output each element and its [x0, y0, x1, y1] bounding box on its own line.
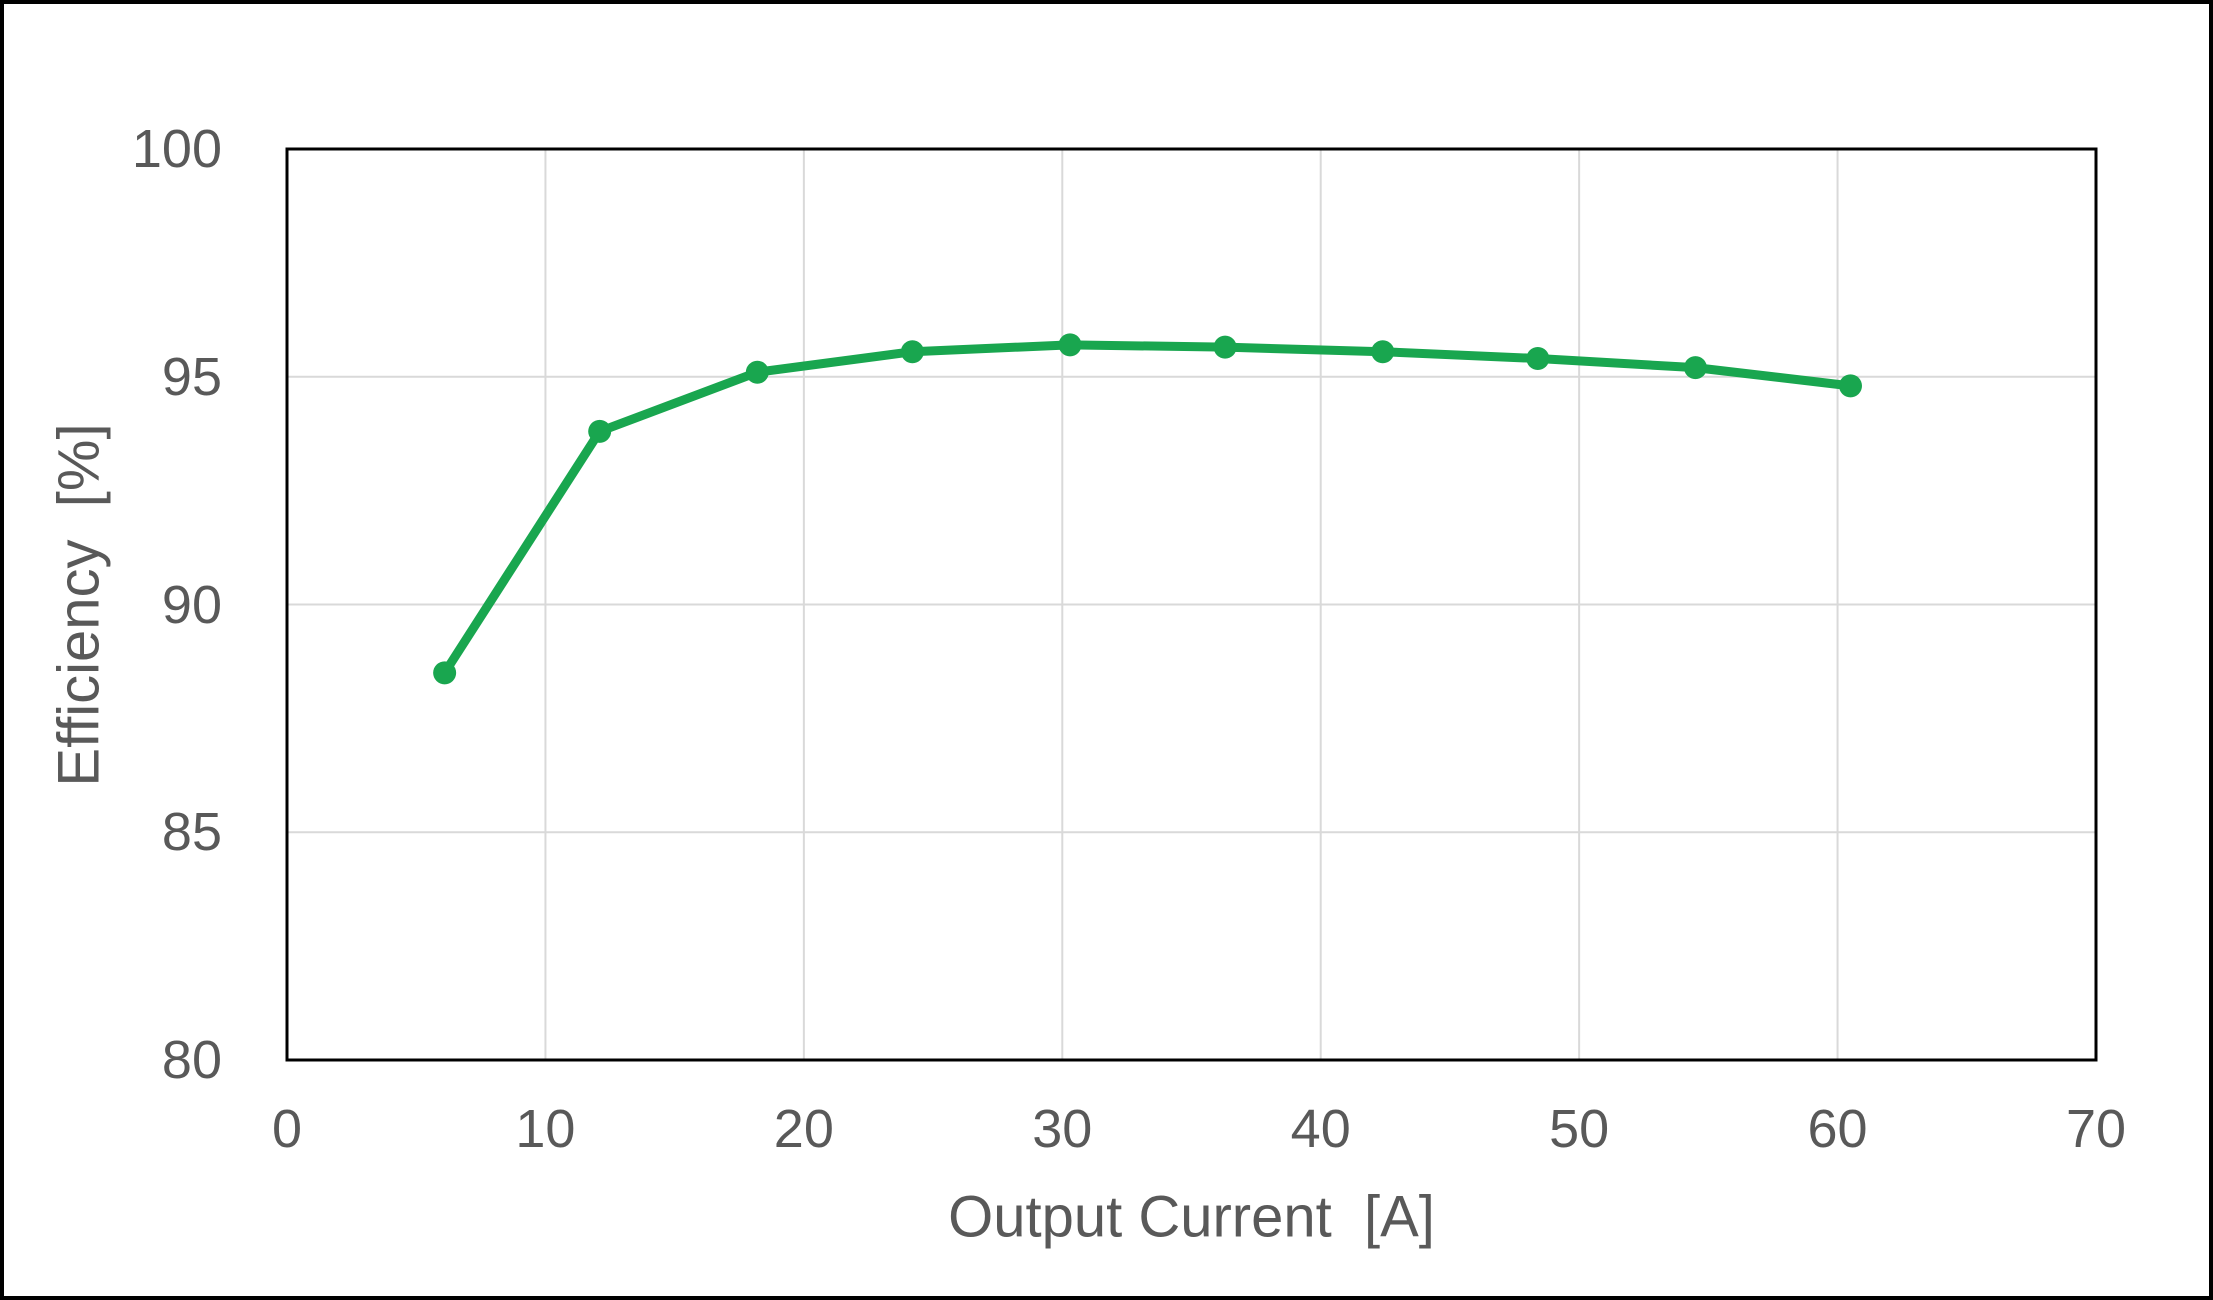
data-point-marker	[1526, 347, 1550, 371]
data-point-marker	[1213, 335, 1237, 359]
x-tick-label: 70	[2065, 1099, 2127, 1159]
data-point-marker	[900, 340, 924, 364]
data-point-marker	[433, 661, 457, 685]
x-tick-label: 50	[1549, 1099, 1610, 1159]
gridlines	[287, 149, 2096, 1060]
y-tick-label: 85	[161, 802, 222, 863]
data-point-marker	[1683, 356, 1707, 380]
x-axis-title: Output Current [A]	[948, 1184, 1435, 1250]
x-tick-label: 40	[1290, 1099, 1351, 1159]
x-tick-label: 10	[515, 1099, 576, 1159]
y-tick-label: 95	[161, 346, 222, 407]
y-tick-label: 90	[161, 574, 222, 635]
data-point-marker	[1371, 340, 1395, 364]
data-point-marker	[588, 419, 612, 443]
y-axis-title: Efficiency [%]	[46, 422, 112, 787]
y-tick-label: 80	[161, 1030, 222, 1090]
x-tick-label: 20	[773, 1099, 834, 1159]
x-tick-label: 0	[271, 1099, 303, 1159]
data-point-marker	[1058, 333, 1082, 357]
data-point-marker	[745, 360, 769, 384]
plot-area-border	[285, 147, 2098, 1062]
data-point-marker	[1838, 374, 1862, 398]
efficiency-line-chart	[285, 147, 2098, 1062]
y-tick-label: 100	[131, 119, 222, 179]
data-point-markers	[433, 333, 1862, 685]
x-tick-label: 60	[1807, 1099, 1868, 1159]
efficiency-series-line	[440, 340, 1855, 678]
x-tick-label: 30	[1032, 1099, 1093, 1159]
